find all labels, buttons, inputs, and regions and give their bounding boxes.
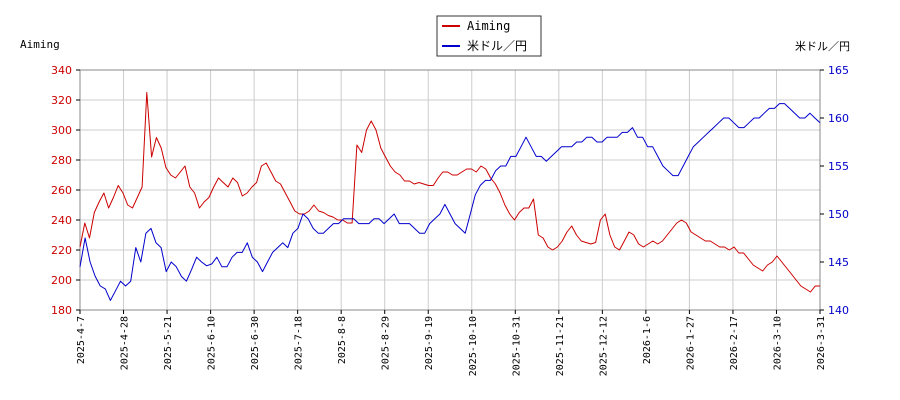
aiming-line xyxy=(79,92,820,293)
series-lines xyxy=(79,92,821,301)
right-tick-label: 160 xyxy=(828,112,849,125)
x-tick-label: 2026-2-17 xyxy=(729,316,740,370)
right-axis-ticks: 140 145 150 155 160 165 xyxy=(820,64,849,317)
left-axis-ticks: 180 200 220 240 260 280 300 320 340 xyxy=(51,64,80,317)
x-tick-label: 2025-8-29 xyxy=(381,316,392,370)
x-tick-label: 2026-1-27 xyxy=(685,316,696,370)
x-axis-ticks: 2025-4-7 2025-4-28 2025-5-21 2025-6-10 2025-… xyxy=(76,310,827,376)
left-tick-label: 340 xyxy=(51,64,72,77)
x-tick-label: 2025-4-28 xyxy=(120,316,131,370)
legend-box xyxy=(436,15,542,57)
right-tick-label: 140 xyxy=(828,304,849,317)
left-tick-label: 240 xyxy=(51,214,72,227)
right-tick-label: 165 xyxy=(828,64,849,77)
right-tick-label: 155 xyxy=(828,160,849,173)
left-tick-label: 220 xyxy=(51,244,72,257)
x-tick-label: 2025-11-21 xyxy=(555,316,566,376)
grid-lines xyxy=(79,69,821,311)
x-tick-label: 2025-6-10 xyxy=(207,316,218,370)
legend: Aiming 米ドル／円 xyxy=(436,15,542,57)
usdjpy-line xyxy=(79,103,821,301)
x-tick-label: 2025-4-7 xyxy=(76,316,87,364)
right-axis-label: 米ドル／円 xyxy=(795,40,850,53)
x-tick-label: 2025-9-19 xyxy=(424,316,435,370)
right-tick-label: 150 xyxy=(828,208,849,221)
right-tick-label: 145 xyxy=(828,256,849,269)
x-tick-label: 2025-10-10 xyxy=(468,316,479,376)
x-tick-label: 2025-6-30 xyxy=(250,316,261,370)
x-tick-label: 2026-3-10 xyxy=(772,316,783,370)
left-tick-label: 300 xyxy=(51,124,72,137)
x-tick-label: 2025-8-8 xyxy=(337,316,348,364)
legend-label-aiming: Aiming xyxy=(467,19,510,33)
left-tick-label: 280 xyxy=(51,154,72,167)
x-tick-label: 2025-10-31 xyxy=(511,316,522,376)
legend-label-usdjpy: 米ドル／円 xyxy=(467,39,527,53)
x-tick-label: 2025-5-21 xyxy=(163,316,174,370)
x-tick-label: 2026-3-31 xyxy=(816,316,827,370)
left-tick-label: 200 xyxy=(51,274,72,287)
x-tick-label: 2026-1-6 xyxy=(642,316,653,364)
left-tick-label: 260 xyxy=(51,184,72,197)
x-tick-label: 2025-12-12 xyxy=(598,316,609,376)
left-axis-label: Aiming xyxy=(20,38,60,51)
left-tick-label: 180 xyxy=(51,304,72,317)
x-tick-label: 2025-7-18 xyxy=(294,316,305,370)
left-tick-label: 320 xyxy=(51,94,72,107)
